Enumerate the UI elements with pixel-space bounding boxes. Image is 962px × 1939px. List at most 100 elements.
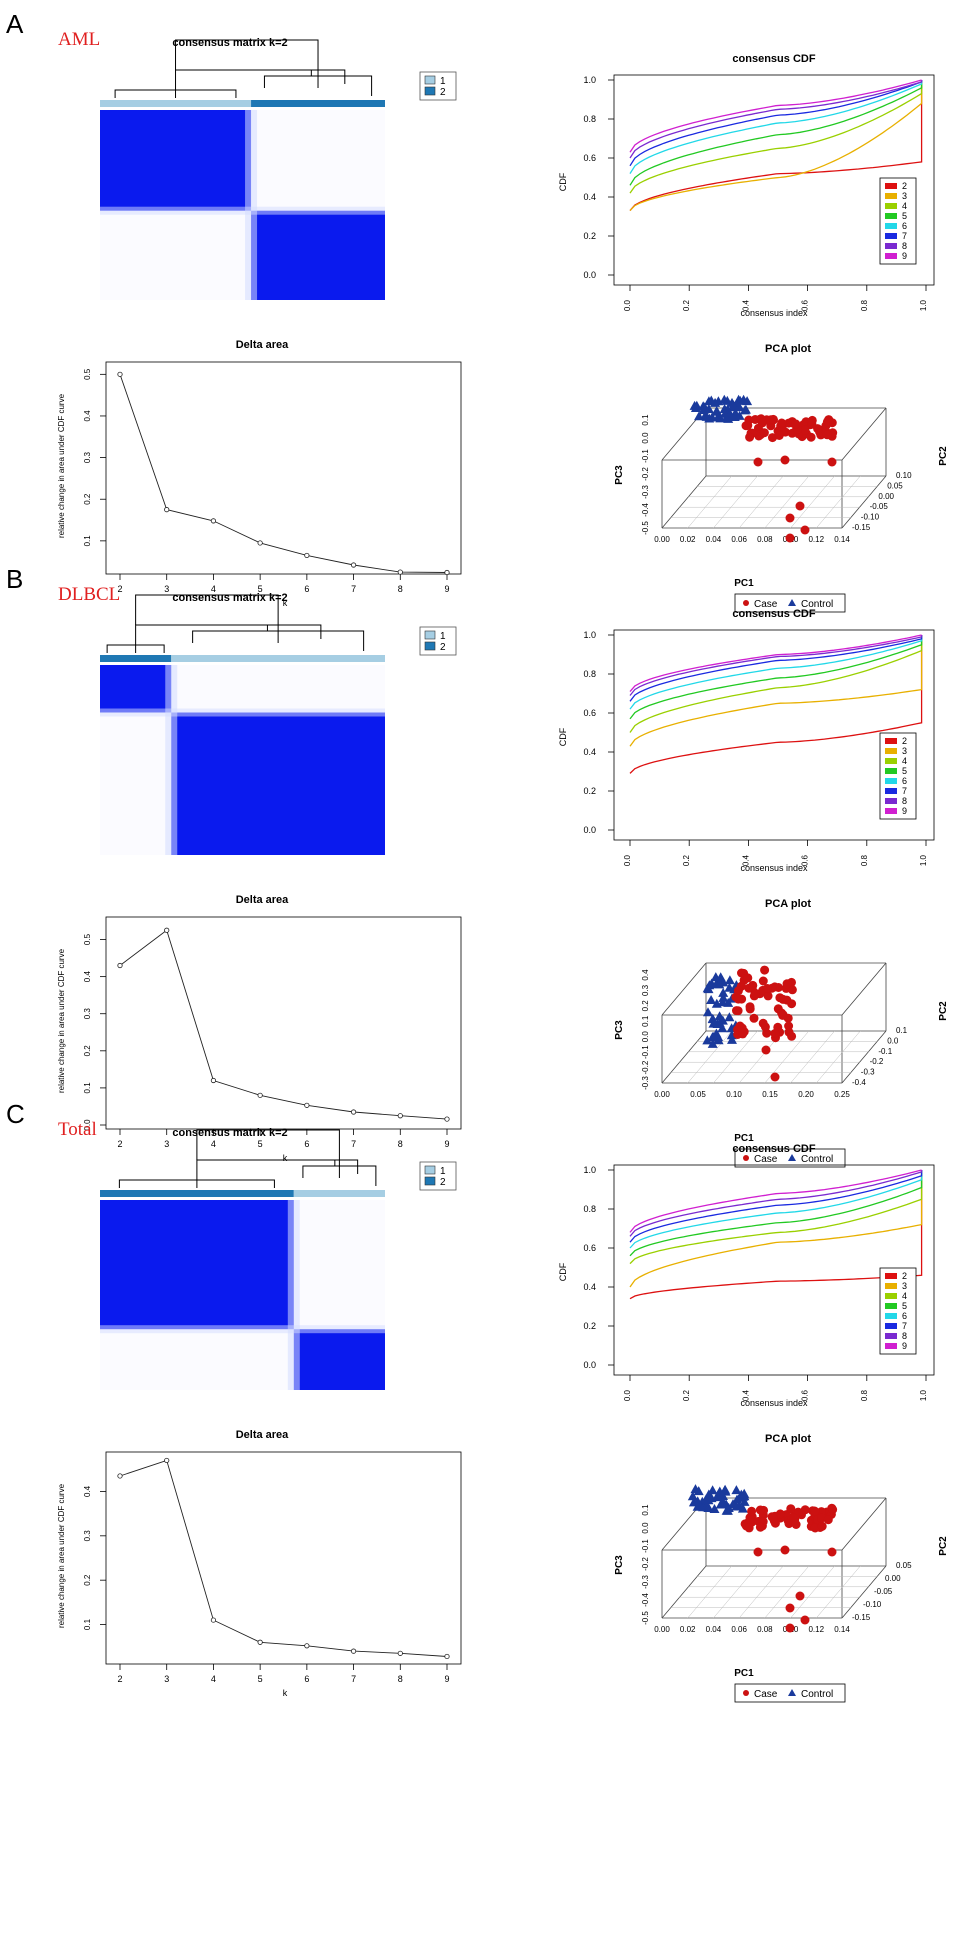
- pca-legend-control: Control: [801, 1689, 833, 1700]
- pca-case-point: [762, 1028, 772, 1038]
- pca-case-point: [784, 1519, 794, 1529]
- heatmap-title: consensus matrix k=2: [172, 592, 287, 604]
- panel-letter: A: [6, 9, 24, 39]
- pca-control-point: [722, 395, 733, 405]
- pca-control-point: [687, 1491, 698, 1501]
- pca-y-tick-label: -0.1: [641, 449, 650, 463]
- pca-z-tick-label: 0.00: [878, 492, 894, 501]
- cdf-legend-swatch-5: [885, 768, 897, 774]
- pca-y-tick-label: 0.0: [641, 1031, 650, 1043]
- pca-case-point: [810, 1506, 820, 1516]
- pca-y-tick-label: -0.5: [641, 521, 650, 535]
- panel-C: C Total consensus matrix k=2 1 2 consens…: [0, 1090, 962, 1939]
- pca-y-ticks: -0.5 -0.4 -0.3 -0.2 -0.1 0.0 0.1: [641, 1504, 650, 1625]
- dendrogram-branch: [196, 1129, 340, 1160]
- delta-y-tick-label: 0.1: [83, 1082, 92, 1094]
- pca-control-point: [703, 1007, 713, 1017]
- pca-z-tick-label: -0.10: [863, 1600, 882, 1609]
- pca-grid-line: [687, 1565, 732, 1619]
- dendrogram-branch: [266, 624, 322, 639]
- pca-case-point: [780, 1545, 790, 1555]
- pca-legend-control-marker: [788, 1154, 796, 1161]
- cdf-legend-swatch-9: [885, 808, 897, 814]
- heatmap-legend-label-2: 2: [440, 642, 446, 653]
- cdf-y-tick-label: 0.8: [583, 669, 596, 679]
- pca-case-point: [791, 1520, 801, 1529]
- pca-points: [687, 1484, 838, 1633]
- pca-legend-case-marker: [743, 1155, 749, 1161]
- delta-x-tick-label: 6: [304, 584, 309, 594]
- pca-case-point: [789, 1513, 799, 1523]
- delta-x-tick-label: 7: [351, 584, 356, 594]
- cdf-y-tick-label: 0.8: [583, 114, 596, 124]
- cdf-line-8: [629, 1170, 923, 1237]
- pca-control-point: [718, 1497, 729, 1507]
- pca-x-tick-label: 0.04: [706, 1625, 722, 1634]
- pca-x-tick-label: 0.06: [731, 1625, 747, 1634]
- pca-title: PCA plot: [765, 1433, 811, 1445]
- delta-x-label: k: [283, 1688, 288, 1698]
- cdf-line-2: [629, 80, 923, 212]
- pca-control-point: [728, 1499, 738, 1509]
- cdf-legend-swatch-9: [885, 253, 897, 259]
- pca-grid-line: [816, 1565, 861, 1619]
- delta-point-2: [117, 371, 123, 377]
- cdf-legend-swatch-8: [885, 1333, 897, 1339]
- delta-y-tick-label: 0.2: [83, 493, 92, 505]
- pca-grid-line: [713, 1565, 758, 1619]
- pca-case-point: [807, 419, 817, 429]
- pca-legend: Case Control: [734, 1148, 846, 1168]
- pca-grid-line: [713, 475, 758, 529]
- cdf-legend-label-2: 2: [902, 1271, 907, 1281]
- pca-control-point: [703, 1495, 714, 1505]
- cluster-bar-a: [100, 100, 252, 107]
- pca-case-point: [743, 421, 753, 430]
- cdf-y-tick-label: 1.0: [583, 1165, 596, 1175]
- cdf-line-8: [629, 635, 923, 696]
- pca-control-point: [724, 982, 735, 992]
- cdf-line-4: [629, 1170, 923, 1265]
- cdf-series: [629, 1169, 923, 1300]
- pca-control-point: [713, 1034, 723, 1044]
- pca-box-edge: [661, 475, 707, 529]
- delta-y-tick-label: 0.3: [83, 1530, 92, 1542]
- pca-control-point: [707, 1032, 718, 1042]
- pca-z-tick-label: -0.1: [878, 1047, 892, 1056]
- heatmap-dendrogram: [106, 594, 365, 653]
- cdf-legend-label-4: 4: [902, 756, 907, 766]
- pca-legend-control: Control: [801, 1154, 833, 1165]
- pca-case-point: [744, 1523, 754, 1533]
- pca-case-point: [787, 1031, 797, 1041]
- cdf-line-6: [629, 1170, 923, 1249]
- delta-x-tick-label: 2: [117, 584, 122, 594]
- pca-case-point: [795, 1591, 805, 1601]
- pca-case-point: [791, 419, 801, 429]
- pca-case-point: [800, 525, 810, 535]
- delta-series: [117, 371, 450, 576]
- cdf-line-6: [629, 80, 923, 174]
- cdf-x-tick-label: 0.0: [623, 854, 632, 866]
- cdf-plot: consensus CDF 0.00.20.40.60.81.0 0.0 0.2 0…: [558, 608, 935, 873]
- pca-z-tick-label: 0.05: [887, 481, 903, 490]
- cdf-plot: consensus CDF 0.00.20.40.60.81.0 0.0 0.2 0…: [558, 1143, 935, 1408]
- pca-z-ticks: -0.4-0.3 -0.2-0.1 0.00.1: [852, 1026, 908, 1087]
- heatmap-block-b: [293, 1329, 385, 1390]
- delta-x-tick-label: 3: [164, 1674, 169, 1684]
- delta-x-tick-label: 9: [444, 1139, 449, 1149]
- delta-point-9: [444, 1116, 450, 1122]
- cdf-y-tick-label: 0.0: [583, 270, 596, 280]
- pca-case-point: [785, 533, 795, 543]
- pca-legend-control: Control: [801, 599, 833, 610]
- pca-case-point: [748, 980, 758, 990]
- cdf-legend-label-3: 3: [902, 746, 907, 756]
- delta-x-ticks: 2 3 4 5 6 7 8 9: [117, 574, 450, 594]
- pca-z-tick-label: 0.05: [896, 1561, 912, 1570]
- delta-x-label: k: [283, 1153, 288, 1163]
- cdf-legend-swatch-2: [885, 1273, 897, 1279]
- pca-x-tick-label: 0.08: [757, 535, 773, 544]
- heatmap-legend-swatch-2: [424, 86, 436, 96]
- cdf-legend-label-6: 6: [902, 221, 907, 231]
- cdf-y-tick-label: 0.6: [583, 153, 596, 163]
- delta-y-ticks: 0.0 0.1 0.2 0.3 0.4 0.5: [83, 933, 106, 1131]
- pca-y-tick-label: -0.3: [641, 1575, 650, 1589]
